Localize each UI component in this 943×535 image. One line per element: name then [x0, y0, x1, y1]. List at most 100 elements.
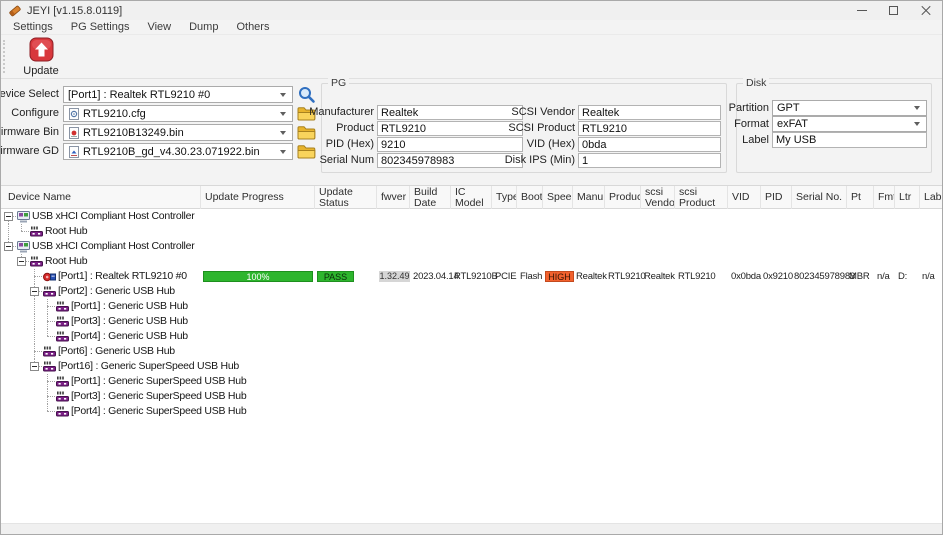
cfg-file-icon [68, 107, 80, 120]
cell-vid: 0x0bda [731, 271, 761, 282]
tree-row-label: [Port16] : Generic SuperSpeed USB Hub [58, 360, 240, 372]
tree-row-usb-xhci-compliant-host-controller[interactable]: USB xHCI Compliant Host Controller [1, 209, 942, 224]
column-header-type[interactable]: Type [492, 186, 517, 209]
tree-expander[interactable] [30, 287, 39, 296]
serial-num-input[interactable] [377, 153, 523, 168]
column-header-build-date[interactable]: Build Date [410, 186, 451, 209]
column-header-fwver[interactable]: fwver [377, 186, 410, 209]
tree-row-port2-generic-usb-hub[interactable]: [Port2] : Generic USB Hub [1, 284, 942, 299]
tree-expander[interactable] [4, 242, 13, 251]
disk-label-input[interactable] [772, 132, 927, 148]
tree-row-port6-generic-usb-hub[interactable]: [Port6] : Generic USB Hub [1, 344, 942, 359]
hub-icon [43, 346, 56, 357]
scsi-vendor-input[interactable] [578, 105, 721, 120]
device-select-combo[interactable]: [Port1] : Realtek RTL9210 #0 [63, 86, 293, 103]
tree-row-port4-generic-usb-hub[interactable]: [Port4] : Generic USB Hub [1, 329, 942, 344]
tree-row-label: [Port1] : Realtek RTL9210 #0 [58, 270, 187, 282]
menu-view[interactable]: View [147, 21, 172, 33]
column-header-ic-model[interactable]: IC Model [451, 186, 492, 209]
column-header-pt[interactable]: Pt [847, 186, 874, 209]
disk-ips-input[interactable] [578, 153, 721, 168]
tree-connector [47, 389, 48, 396]
partition-combo[interactable]: GPT [772, 100, 927, 116]
column-header-update-progress[interactable]: Update Progress [201, 186, 315, 209]
tree-row-label: USB xHCI Compliant Host Controller [32, 240, 195, 252]
column-header-scsi-vendor[interactable]: scsi Vendor [641, 186, 675, 209]
tree-expander[interactable] [17, 257, 26, 266]
column-header-vid[interactable]: VID [728, 186, 761, 209]
column-header-update-status[interactable]: Update Status [315, 186, 377, 209]
update-device-icon [29, 37, 54, 65]
scsi-product-input[interactable] [578, 121, 721, 136]
disk-groupbox: Disk Partition GPT Format exFAT Label [729, 77, 932, 173]
minimize-button[interactable] [846, 1, 878, 20]
column-header-speed[interactable]: Speed [543, 186, 573, 209]
tree-connector [34, 269, 35, 276]
tree-expander[interactable] [30, 362, 39, 371]
update-device-button[interactable]: Update Device [7, 37, 75, 90]
tree-row-usb-xhci-compliant-host-controller[interactable]: USB xHCI Compliant Host Controller [1, 239, 942, 254]
firmware-bin-combo[interactable]: RTL9210B13249.bin [63, 124, 293, 141]
tree-row-root-hub[interactable]: Root Hub [1, 224, 942, 239]
pid-hex-input[interactable] [377, 137, 523, 152]
column-header-ltr[interactable]: Ltr [895, 186, 920, 209]
product-input[interactable] [377, 121, 523, 136]
column-header-fmt[interactable]: Fmt [874, 186, 895, 209]
chevron-down-icon [280, 92, 286, 97]
tree-row-port4-generic-superspeed-usb-hub[interactable]: [Port4] : Generic SuperSpeed USB Hub [1, 404, 942, 419]
pg-groupbox: PG Manufacturer Product PID (Hex) Serial… [309, 77, 727, 173]
configure-browse-button[interactable] [297, 103, 319, 123]
status-bar [1, 523, 942, 534]
close-button[interactable] [910, 1, 942, 20]
hub-icon [56, 406, 69, 417]
tree-row-port1-generic-usb-hub[interactable]: [Port1] : Generic USB Hub [1, 299, 942, 314]
tree-row-port3-generic-usb-hub[interactable]: [Port3] : Generic USB Hub [1, 314, 942, 329]
manufacturer-input[interactable] [377, 105, 523, 120]
tree-row-port16-generic-superspeed-usb-hub[interactable]: [Port16] : Generic SuperSpeed USB Hub [1, 359, 942, 374]
tree-row-port1-generic-superspeed-usb-hub[interactable]: [Port1] : Generic SuperSpeed USB Hub [1, 374, 942, 389]
device-select-label: Device Select [0, 88, 59, 100]
tree-connector [34, 351, 42, 352]
tree-connector [47, 381, 55, 382]
tree-connector [47, 336, 55, 337]
menu-dump[interactable]: Dump [189, 21, 219, 33]
tree-row-port1-realtek-rtl9210-0[interactable]: [Port1] : Realtek RTL9210 #0 100% PASS 1.32… [1, 269, 942, 284]
column-header-boot[interactable]: Boot [517, 186, 543, 209]
tree-expander[interactable] [4, 212, 13, 221]
firmware-gd-label: Firmware GD [0, 145, 59, 157]
column-header-manu[interactable]: Manu [573, 186, 605, 209]
control-panel: Device Select [Port1] : Realtek RTL9210 … [0, 77, 942, 185]
tree-connector [47, 329, 48, 336]
column-header-pid[interactable]: PID [761, 186, 792, 209]
column-header-product[interactable]: Product [605, 186, 641, 209]
disk-group-title: Disk [743, 77, 770, 89]
firmware-gd-value: RTL9210B_gd_v4.30.23.071922.bin [83, 145, 260, 158]
firmware-gd-combo[interactable]: RTL9210B_gd_v4.30.23.071922.bin [63, 143, 293, 160]
maximize-button[interactable] [878, 1, 910, 20]
menu-pg-settings[interactable]: PG Settings [70, 21, 130, 33]
menu-settings[interactable]: Settings [13, 21, 53, 33]
firmware-bin-browse-button[interactable] [297, 122, 319, 142]
device-search-button[interactable] [297, 84, 319, 104]
tree-row-root-hub[interactable]: Root Hub [1, 254, 942, 269]
configure-combo[interactable]: RTL9210.cfg [63, 105, 293, 122]
vid-hex-input[interactable] [578, 137, 721, 152]
hub-icon [43, 361, 56, 372]
format-combo[interactable]: exFAT [772, 116, 927, 132]
column-header-device-name[interactable]: Device Name [1, 186, 201, 209]
cell-ic-model: RTL9210B [454, 271, 498, 282]
format-value: exFAT [777, 118, 808, 130]
cell-fmt: n/a [877, 271, 890, 282]
tree-row-label: [Port4] : Generic SuperSpeed USB Hub [71, 405, 247, 417]
firmware-gd-browse-button[interactable] [297, 141, 319, 161]
tree-row-port3-generic-superspeed-usb-hub[interactable]: [Port3] : Generic SuperSpeed USB Hub [1, 389, 942, 404]
column-header-scsi-product[interactable]: scsi Product [675, 186, 728, 209]
scsi-vendor-label: SCSI Vendor [511, 106, 575, 118]
column-header-serial-no[interactable]: Serial No. [792, 186, 847, 209]
folder-icon [297, 144, 316, 158]
column-header-label[interactable]: Label [920, 186, 942, 209]
tree-connector [34, 299, 35, 314]
menu-others[interactable]: Others [236, 21, 270, 33]
pg-group-title: PG [328, 77, 350, 89]
